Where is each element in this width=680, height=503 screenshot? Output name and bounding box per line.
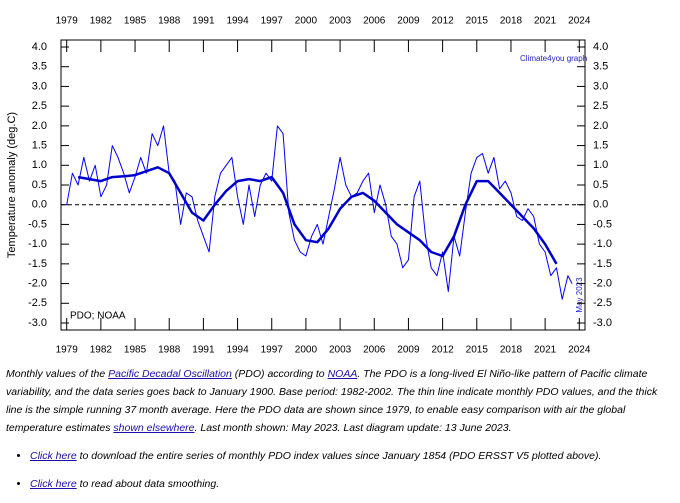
x-tick-label: 1979 xyxy=(56,345,79,356)
text: . The PDO is a long-lived El Niño-like p… xyxy=(6,368,658,434)
x-tick-label: 2012 xyxy=(431,345,454,356)
caption-paragraph: Monthly values of the Pacific Decadal Os… xyxy=(6,365,666,437)
x-tick-label: 1979 xyxy=(56,16,79,27)
y-tick-label: -1.5 xyxy=(593,258,612,270)
data-line xyxy=(66,125,573,300)
x-tick-label: 2021 xyxy=(534,345,557,356)
link[interactable]: Click here xyxy=(30,478,77,490)
annotation: Climate4you graph xyxy=(520,54,587,63)
y-tick-label: 0.5 xyxy=(593,179,608,191)
chart: Temperature anomaly (deg.C) PDO; NOAA Cl… xyxy=(6,16,612,356)
x-tick-label: 1997 xyxy=(261,345,284,356)
x-tick-label: 1991 xyxy=(192,345,215,356)
x-tick-label: 2018 xyxy=(500,345,523,356)
y-tick-label: -1.0 xyxy=(593,238,612,250)
x-tick-label: 2024 xyxy=(568,345,591,356)
x-tick-label: 2006 xyxy=(363,345,386,356)
y-tick-label: 0.0 xyxy=(32,199,47,211)
y-tick-label: -2.5 xyxy=(593,297,612,309)
bullet-list: Click here to download the entire series… xyxy=(6,447,666,493)
y-tick-label: 2.5 xyxy=(593,100,608,112)
y-tick-label: 4.0 xyxy=(32,41,47,53)
y-tick-label: 1.0 xyxy=(593,159,608,171)
y-tick-label: 3.0 xyxy=(593,80,608,92)
link[interactable]: Pacific Decadal Oscillation xyxy=(108,368,232,380)
x-tick-label: 1982 xyxy=(90,345,113,356)
y-tick-label: -0.5 xyxy=(593,218,612,230)
x-tick-label: 1997 xyxy=(261,16,284,27)
bullet: Click here to download the entire series… xyxy=(30,447,666,465)
y-tick-label: 1.5 xyxy=(593,139,608,151)
x-tick-label: 1988 xyxy=(158,345,181,356)
y-tick-label: -3.0 xyxy=(593,317,612,329)
y-tick-label: 0.5 xyxy=(32,179,47,191)
y-tick-label: 4.0 xyxy=(593,41,608,53)
y-tick-label: 3.5 xyxy=(32,61,47,73)
x-tick-label: 2015 xyxy=(466,345,489,356)
y-tick-label: -2.0 xyxy=(28,277,47,289)
y-tick-label: 3.0 xyxy=(32,80,47,92)
y-tick-label: 2.5 xyxy=(32,100,47,112)
link[interactable]: NOAA xyxy=(327,368,358,380)
y-tick-label: 1.0 xyxy=(32,159,47,171)
bullet: Click here to read about data smoothing. xyxy=(30,475,666,493)
x-tick-label: 2006 xyxy=(363,16,386,27)
x-tick-label: 1985 xyxy=(124,345,147,356)
text: to download the entire series of monthly… xyxy=(76,450,602,462)
x-tick-label: 1994 xyxy=(226,345,249,356)
x-tick-label: 2000 xyxy=(295,16,318,27)
x-tick-label: 1994 xyxy=(226,16,249,27)
text: to read about data smoothing. xyxy=(76,478,220,490)
y-tick-label: 2.0 xyxy=(593,120,608,132)
caption: Monthly values of the Pacific Decadal Os… xyxy=(6,365,666,503)
text: (PDO) according to xyxy=(231,368,328,380)
x-tick-label: 2015 xyxy=(466,16,489,27)
y-tick-label: -1.5 xyxy=(28,258,47,270)
x-tick-label: 2018 xyxy=(500,16,523,27)
y-tick-label: -3.0 xyxy=(28,317,47,329)
data-line xyxy=(77,166,558,265)
y-tick-label: 2.0 xyxy=(32,120,47,132)
text: Monthly values of the xyxy=(6,368,109,380)
y-tick-label: 1.5 xyxy=(32,139,47,151)
annotation: May 2023 xyxy=(575,277,584,313)
link[interactable]: shown elsewhere xyxy=(113,422,195,434)
x-tick-label: 2009 xyxy=(397,16,420,27)
y-tick-label: 0.0 xyxy=(593,199,608,211)
link[interactable]: Click here xyxy=(30,450,77,462)
y-tick-label: -2.0 xyxy=(593,277,612,289)
y-axis-label: Temperature anomaly (deg.C) xyxy=(6,112,18,258)
x-tick-label: 2012 xyxy=(431,16,454,27)
x-tick-label: 1982 xyxy=(90,16,113,27)
y-tick-label: -2.5 xyxy=(28,297,47,309)
x-tick-label: 2003 xyxy=(329,16,352,27)
x-tick-label: 2009 xyxy=(397,345,420,356)
x-tick-label: 2024 xyxy=(568,16,591,27)
y-tick-label: -1.0 xyxy=(28,238,47,250)
y-tick-label: 3.5 xyxy=(593,61,608,73)
y-tick-label: -0.5 xyxy=(28,218,47,230)
annotation: PDO; NOAA xyxy=(70,311,126,322)
x-tick-label: 2003 xyxy=(329,345,352,356)
x-tick-label: 1988 xyxy=(158,16,181,27)
x-tick-label: 1985 xyxy=(124,16,147,27)
x-tick-label: 1991 xyxy=(192,16,215,27)
x-tick-label: 2000 xyxy=(295,345,318,356)
x-tick-label: 2021 xyxy=(534,16,557,27)
text: . Last month shown: May 2023. Last diagr… xyxy=(194,422,512,434)
plot-frame xyxy=(60,39,586,331)
